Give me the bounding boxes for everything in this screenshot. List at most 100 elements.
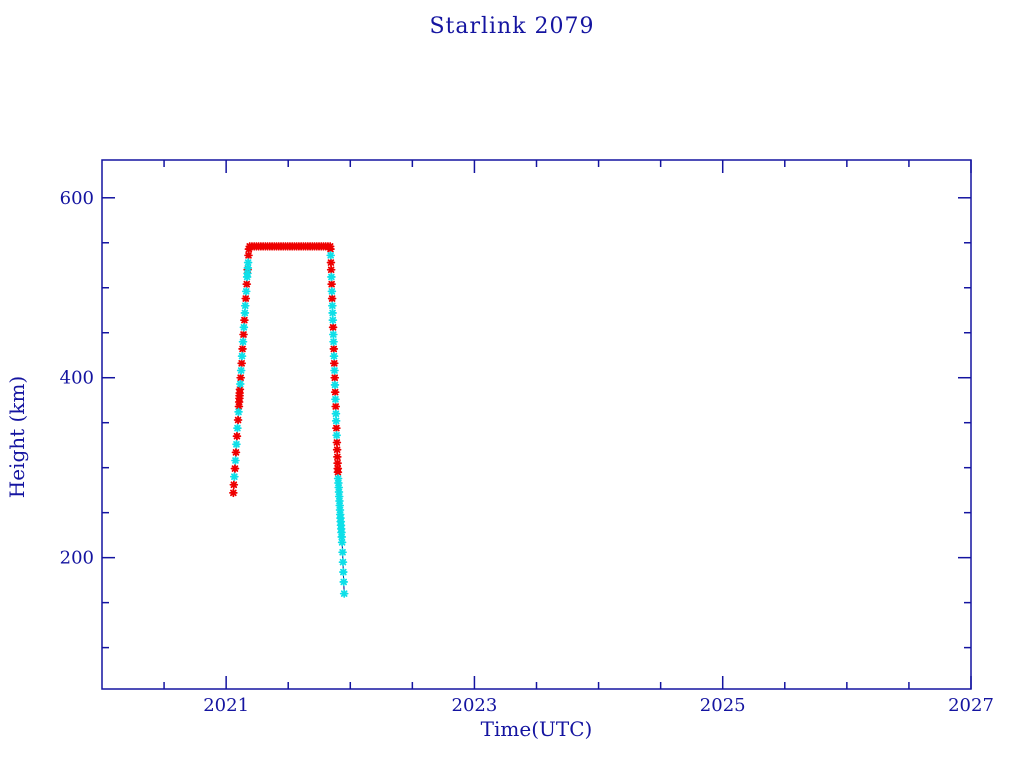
marker-arm — [239, 338, 247, 346]
marker-arm — [334, 459, 341, 467]
marker-arm — [238, 352, 246, 360]
height-red-data-point — [327, 294, 337, 303]
marker-arm — [340, 568, 347, 576]
marker-arm — [329, 309, 336, 317]
marker-arm — [333, 424, 340, 432]
marker-arm — [240, 331, 247, 338]
marker-arm — [340, 590, 348, 597]
y-tick-label: 200 — [60, 548, 94, 569]
height-cyan-data-point — [240, 301, 250, 311]
height-cyan-data-point — [339, 567, 348, 577]
height-red-data-point — [242, 279, 252, 289]
height-red-data-point — [326, 265, 336, 275]
height-cyan-data-point — [239, 323, 249, 332]
x-tick-label: 2027 — [948, 695, 994, 716]
height-cyan-data-point — [232, 439, 241, 449]
height-red-data-point — [230, 464, 240, 473]
marker-arm — [329, 316, 337, 324]
marker-arm — [327, 266, 335, 274]
marker-arm — [329, 302, 336, 310]
marker-arm — [330, 352, 338, 360]
marker-arm — [233, 432, 241, 440]
marker-arm — [332, 403, 339, 410]
marker-arm — [334, 468, 342, 476]
marker-arm — [244, 270, 251, 277]
marker-arm — [332, 417, 340, 425]
height-cyan-data-point — [326, 251, 335, 260]
x-axis-title: Time(UTC) — [480, 717, 593, 741]
height-cyan-data-point — [331, 416, 341, 426]
plot-border — [101, 159, 972, 690]
marker-arm — [339, 558, 347, 566]
height-cyan-data-point — [231, 456, 240, 465]
height-red-data-point — [328, 323, 338, 332]
height-cyan-data-point — [337, 538, 347, 547]
y-tick-label: 400 — [60, 368, 94, 389]
height-cyan-data-point — [338, 547, 347, 557]
marker-arm — [234, 416, 242, 424]
marker-arm — [235, 408, 242, 416]
height-cyan-data-point — [331, 395, 340, 404]
height-red-data-point — [332, 445, 342, 454]
marker-arm — [334, 453, 341, 461]
marker-arm — [331, 374, 339, 382]
height-red-data-point — [327, 279, 336, 289]
marker-arm — [237, 374, 244, 382]
marker-arm — [238, 360, 245, 367]
height-cyan-data-point — [339, 589, 349, 598]
marker-arm — [232, 449, 240, 456]
marker-arm — [242, 295, 250, 302]
height-red-data-point — [332, 423, 341, 433]
height-cyan-data-point — [243, 258, 253, 267]
height-red-data-point — [233, 415, 243, 425]
height-red-data-point — [326, 258, 336, 267]
height-red-data-point — [231, 448, 241, 457]
height-red-data-point — [240, 315, 249, 325]
marker-arm — [230, 481, 238, 489]
height-red-data-point — [331, 402, 340, 411]
height-cyan-data-point — [338, 557, 348, 567]
marker-arm — [327, 252, 334, 259]
height-cyan-data-point — [339, 577, 349, 587]
marker-arm — [331, 381, 339, 389]
y-axis-title: Height (km) — [5, 375, 29, 499]
marker-arm — [330, 360, 338, 367]
marker-arm — [328, 295, 336, 302]
marker-arm — [232, 457, 239, 464]
y-tick-label: 600 — [60, 188, 94, 209]
marker-arm — [329, 324, 337, 331]
x-tick-label: 2023 — [452, 695, 498, 716]
marker-arm — [241, 309, 249, 317]
height-cyan-data-point — [329, 337, 338, 347]
height-cyan-data-point — [241, 287, 251, 296]
marker-arm — [332, 396, 339, 403]
marker-arm — [340, 578, 348, 586]
marker-arm — [327, 245, 334, 253]
marker-arm — [242, 288, 250, 295]
height-red-data-point — [229, 488, 238, 498]
marker-arm — [333, 431, 340, 439]
marker-arm — [241, 302, 249, 310]
height-cyan-data-point — [238, 337, 248, 347]
marker-arm — [236, 386, 244, 393]
x-tick-label: 2021 — [203, 695, 249, 716]
height-red-data-point — [329, 344, 339, 354]
marker-arm — [237, 367, 245, 374]
marker-arm — [339, 548, 346, 556]
marker-arm — [239, 345, 246, 353]
height-red-data-point — [333, 458, 342, 468]
height-red-data-point — [332, 438, 342, 447]
marker-arm — [244, 264, 252, 272]
height-cyan-data-point — [328, 315, 338, 325]
marker-arm — [330, 345, 338, 353]
height-cyan-data-point — [235, 379, 245, 389]
marker-arm — [330, 331, 337, 338]
chart-title: Starlink 2079 — [429, 14, 595, 39]
height-red-data-point — [326, 244, 335, 254]
marker-arm — [333, 439, 341, 446]
marker-arm — [244, 259, 252, 266]
marker-arm — [231, 473, 238, 480]
marker-arm — [328, 273, 335, 281]
